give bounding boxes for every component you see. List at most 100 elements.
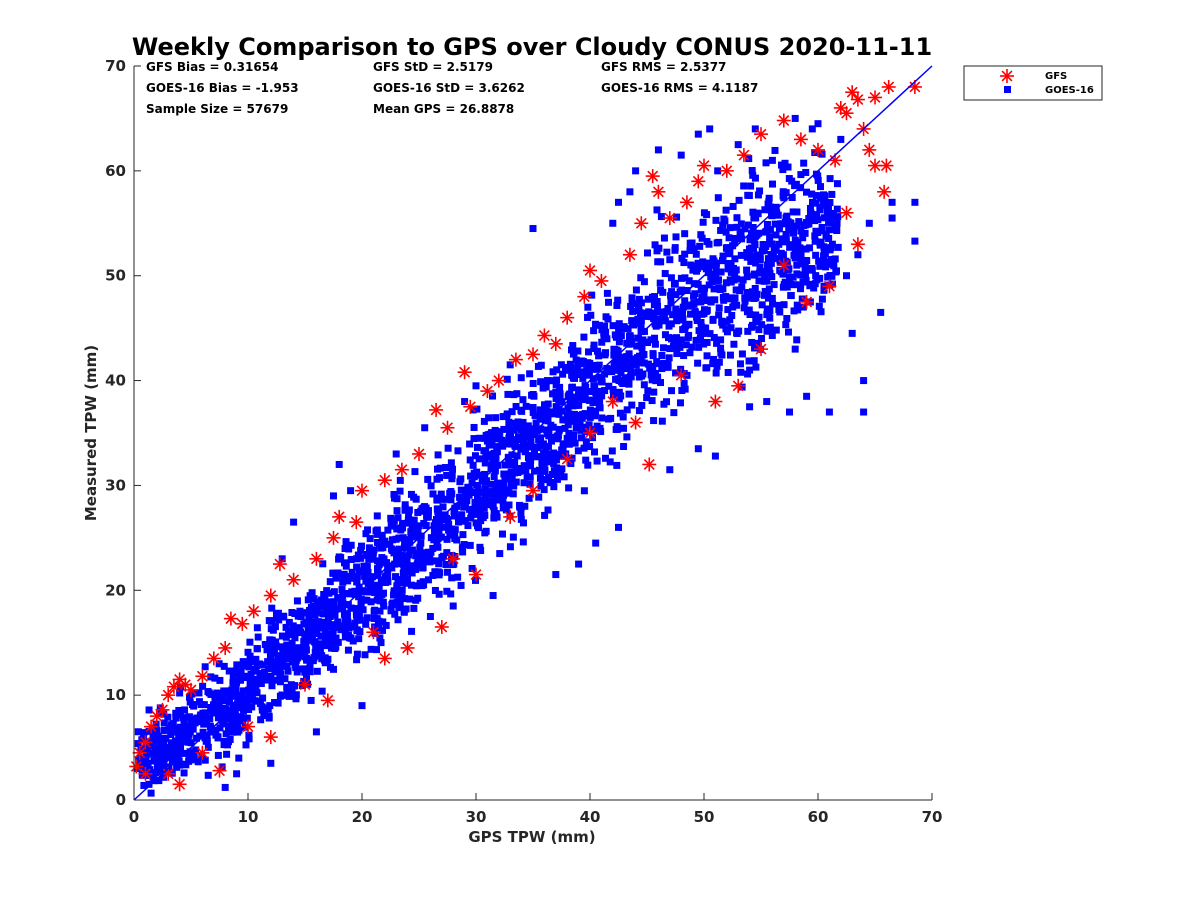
goes-16-point: [424, 513, 432, 521]
goes-16-point: [374, 538, 382, 546]
goes-16-point: [519, 538, 527, 546]
goes-16-point: [504, 453, 512, 461]
goes-16-point: [489, 502, 497, 510]
goes-16-point: [329, 627, 337, 635]
goes-16-point: [373, 526, 381, 534]
goes-16-point: [321, 637, 329, 645]
gfs-point: [850, 237, 865, 252]
goes-16-point: [424, 507, 432, 515]
goes-16-point: [435, 533, 443, 541]
goes-16-point: [719, 293, 727, 301]
gfs-point: [708, 394, 723, 409]
goes-16-point: [772, 203, 780, 211]
goes-16-point: [237, 676, 245, 684]
goes-16-point: [718, 257, 726, 265]
goes-16-point: [473, 443, 481, 451]
goes-16-point: [175, 730, 183, 738]
goes-16-point: [753, 209, 761, 217]
goes-16-point: [633, 342, 641, 350]
goes-16-point: [719, 252, 727, 260]
gfs-point: [881, 79, 896, 94]
goes-16-point: [394, 514, 402, 522]
goes-16-point: [384, 526, 392, 534]
goes-16-point: [796, 285, 804, 293]
goes-16-point: [378, 531, 386, 539]
goes-16-point: [512, 478, 520, 486]
gfs-point: [155, 702, 170, 717]
goes-16-point: [799, 234, 807, 242]
goes-16-point: [396, 487, 404, 495]
goes-16-point: [605, 382, 613, 390]
goes-16-point: [462, 493, 470, 501]
goes-16-point: [481, 459, 489, 467]
goes-16-point: [180, 715, 188, 723]
goes-16-point: [731, 239, 739, 247]
goes-16-point: [797, 171, 805, 179]
goes-16-point: [175, 747, 183, 755]
goes-16-point: [367, 645, 375, 653]
goes-16-point: [621, 324, 629, 332]
goes-16-point: [458, 511, 466, 519]
goes-16-point: [149, 732, 157, 740]
goes-16-point: [817, 308, 825, 316]
goes-16-point: [403, 538, 411, 546]
goes-16-point: [620, 424, 628, 432]
goes-16-point: [539, 440, 547, 448]
goes-16-point: [689, 266, 697, 274]
goes-16-point: [677, 151, 685, 159]
goes-16-point: [750, 357, 758, 365]
goes-16-point: [568, 346, 576, 354]
stat-gfs-bias: GFS Bias = 0.31654: [146, 60, 278, 74]
goes-16-point: [814, 176, 822, 184]
goes-16-point: [687, 310, 695, 318]
goes-16-point: [195, 689, 203, 697]
goes-16-point: [167, 739, 175, 747]
goes-16-point: [377, 544, 385, 552]
goes-16-point: [145, 706, 153, 714]
goes-16-point: [673, 213, 681, 221]
goes-16-point: [577, 360, 585, 368]
goes-16-point: [188, 690, 196, 698]
goes-16-point: [357, 554, 365, 562]
goes-16-point: [602, 328, 610, 336]
goes-16-point: [828, 190, 836, 198]
goes-16-point: [712, 216, 720, 224]
goes-16-point: [584, 461, 592, 469]
goes-16-point: [779, 251, 787, 259]
gfs-point: [491, 373, 506, 388]
goes-16-point: [427, 548, 435, 556]
goes-16-point: [763, 311, 771, 319]
stat-gfs-rms: GFS RMS = 2.5377: [601, 60, 726, 74]
goes-16-point: [582, 438, 590, 446]
goes-16-point: [580, 444, 588, 452]
goes-16-point: [388, 564, 396, 572]
goes-16-point: [412, 552, 420, 560]
goes-16-point: [376, 607, 384, 615]
goes-16-point: [767, 259, 775, 267]
goes-16-point: [140, 729, 148, 737]
goes-16-point: [700, 209, 708, 217]
goes-16-point: [313, 604, 321, 612]
goes-16-point: [368, 573, 376, 581]
goes-16-point: [756, 263, 764, 271]
gfs-point: [822, 279, 837, 294]
goes-16-point: [815, 257, 823, 265]
goes-16-point: [791, 114, 799, 122]
goes-16-point: [220, 741, 228, 749]
goes-16-point: [707, 273, 715, 281]
gfs-point: [793, 132, 808, 147]
goes-16-point: [743, 266, 751, 274]
goes-16-point: [479, 514, 487, 522]
goes-16-point: [334, 621, 342, 629]
goes-16-point: [545, 432, 553, 440]
goes-16-point: [426, 613, 434, 620]
goes-16-point: [211, 708, 219, 716]
goes-16-point: [319, 610, 327, 618]
goes-16-point: [414, 508, 422, 516]
goes-16-point: [538, 454, 546, 462]
goes-16-point: [398, 586, 406, 594]
goes-16-point: [628, 360, 636, 368]
goes-16-point: [442, 560, 450, 568]
goes-16-point: [911, 198, 919, 206]
goes-16-point: [436, 464, 444, 472]
